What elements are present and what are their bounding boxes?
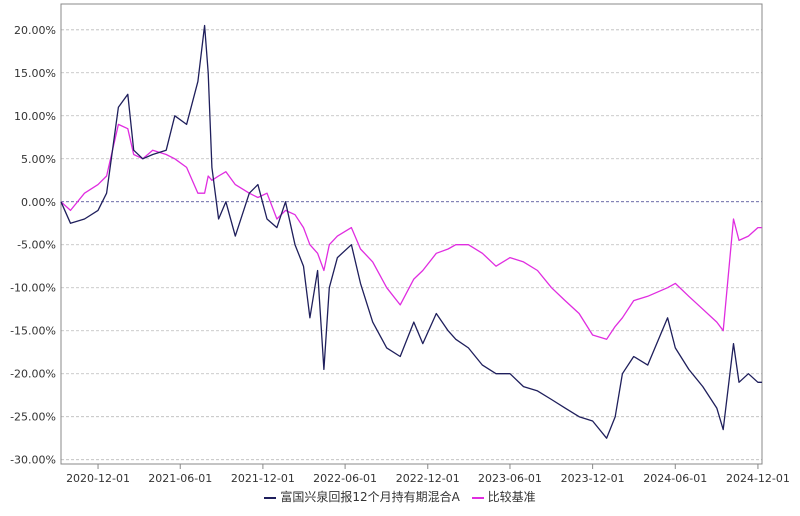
x-tick-label: 2022-06-01 [313, 472, 377, 485]
x-tick-label: 2020-12-01 [66, 472, 130, 485]
x-tick-label: 2021-12-01 [231, 472, 295, 485]
legend-label-benchmark: 比较基准 [487, 490, 536, 504]
plot-frame [60, 3, 763, 465]
series-line-benchmark [60, 123, 762, 340]
y-tick-label: 10.00% [14, 110, 56, 123]
legend-label-fund: 富国兴泉回报12个月持有期混合A [280, 490, 460, 504]
legend-item-benchmark: 比较基准 [471, 488, 536, 505]
y-tick-label: 20.00% [14, 24, 56, 37]
x-tick-label: 2024-06-01 [643, 472, 707, 485]
y-tick-label: -25.00% [10, 411, 56, 424]
x-tick-label: 2022-12-01 [396, 472, 460, 485]
y-tick-label: -10.00% [10, 282, 56, 295]
y-tick-label: 5.00% [21, 153, 56, 166]
y-tick-label: -5.00% [17, 239, 56, 252]
y-tick-label: -20.00% [10, 368, 56, 381]
x-tick-label: 2024-12-01 [726, 472, 790, 485]
y-tick-label: 15.00% [14, 67, 56, 80]
series-line-fund [60, 24, 762, 439]
y-tick-label: -15.00% [10, 325, 56, 338]
y-tick-label: 0.00% [21, 196, 56, 209]
legend: 富国兴泉回报12个月持有期混合A 比较基准 [0, 488, 800, 505]
x-tick-label: 2023-06-01 [478, 472, 542, 485]
y-tick-label: -30.00% [10, 454, 56, 467]
legend-swatch-benchmark [471, 496, 484, 499]
x-tick-label: 2021-06-01 [148, 472, 212, 485]
legend-item-fund: 富国兴泉回报12个月持有期混合A [264, 488, 460, 505]
x-tick-label: 2023-12-01 [561, 472, 625, 485]
legend-swatch-fund [264, 496, 277, 499]
